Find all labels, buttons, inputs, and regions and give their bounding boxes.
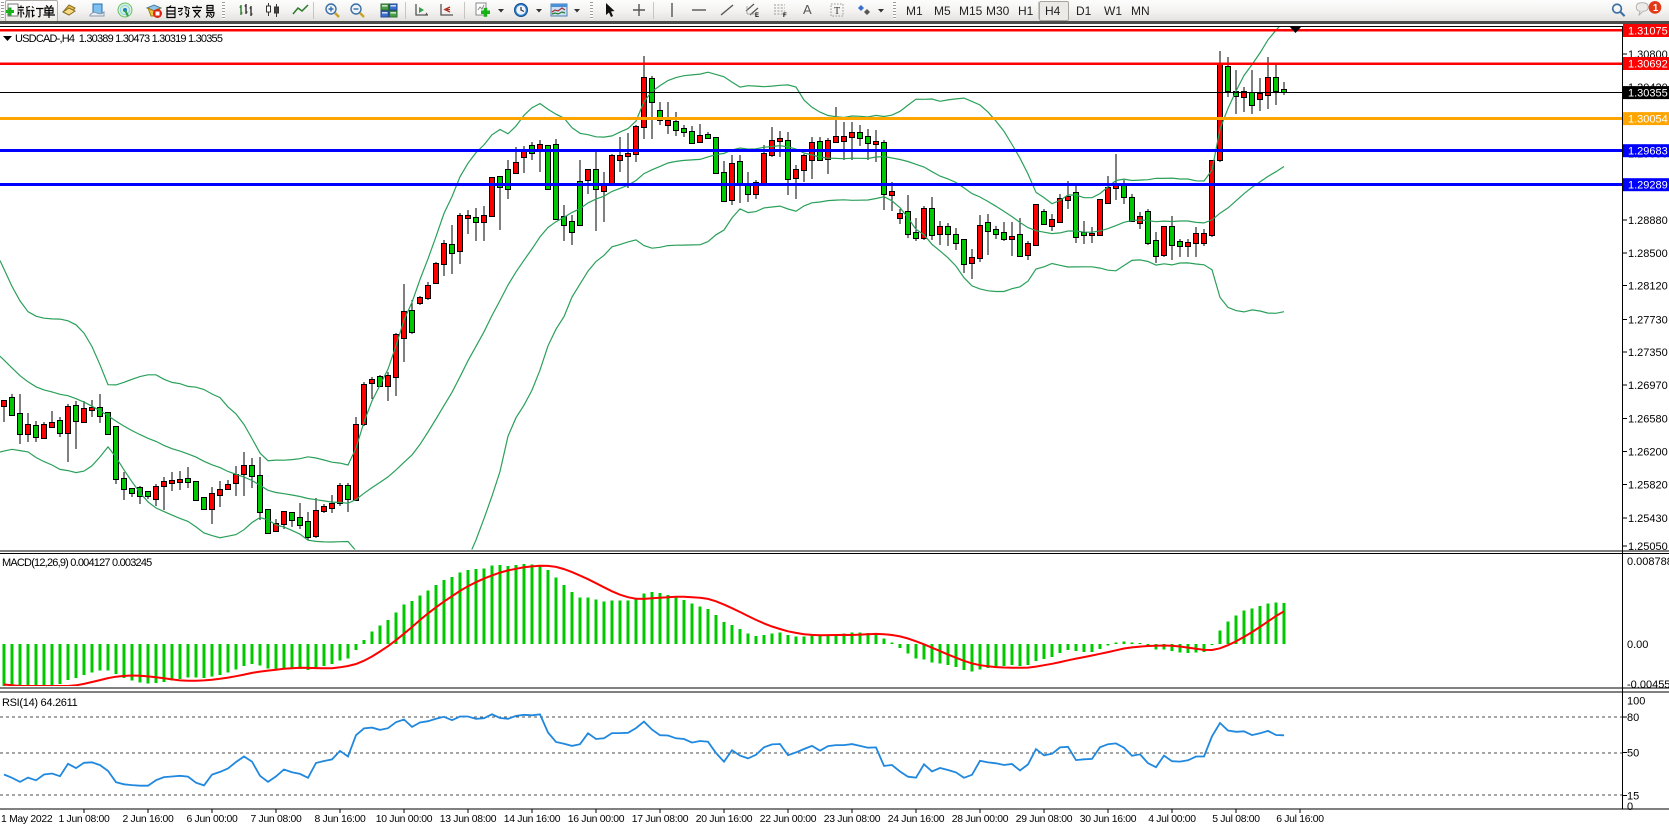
svg-text:1.31075: 1.31075 [1628, 26, 1668, 38]
svg-text:1.30692: 1.30692 [1628, 59, 1668, 71]
svg-text:22 Jun 00:00: 22 Jun 00:00 [760, 814, 817, 825]
svg-text:RSI(14) 64.2611: RSI(14) 64.2611 [2, 697, 78, 709]
svg-text:1.26200: 1.26200 [1628, 446, 1668, 458]
svg-text:1.30054: 1.30054 [1628, 114, 1668, 126]
svg-text:1: 1 [1653, 3, 1659, 14]
svg-text:23 Jun 08:00: 23 Jun 08:00 [824, 814, 881, 825]
svg-text:1.27730: 1.27730 [1628, 314, 1668, 326]
svg-text:1.29683: 1.29683 [1628, 146, 1668, 158]
svg-text:0.008788: 0.008788 [1627, 556, 1669, 568]
svg-text:5 Jul 08:00: 5 Jul 08:00 [1212, 814, 1260, 825]
svg-text:4 Jul 00:00: 4 Jul 00:00 [1148, 814, 1196, 825]
svg-text:13 Jun 08:00: 13 Jun 08:00 [440, 814, 497, 825]
svg-text:1.28880: 1.28880 [1628, 215, 1668, 227]
svg-text:1 Jun 08:00: 1 Jun 08:00 [58, 814, 110, 825]
svg-text:1.25430: 1.25430 [1628, 513, 1668, 525]
svg-text:17 Jun 08:00: 17 Jun 08:00 [632, 814, 689, 825]
svg-text:1.28500: 1.28500 [1628, 248, 1668, 260]
svg-text:29 Jun 08:00: 29 Jun 08:00 [1016, 814, 1073, 825]
svg-text:30 Jun 16:00: 30 Jun 16:00 [1080, 814, 1137, 825]
svg-text:24 Jun 16:00: 24 Jun 16:00 [888, 814, 945, 825]
svg-text:1.26970: 1.26970 [1628, 380, 1668, 392]
svg-text:0.00: 0.00 [1627, 639, 1648, 651]
svg-text:50: 50 [1627, 748, 1639, 760]
svg-text:6 Jun 00:00: 6 Jun 00:00 [186, 814, 238, 825]
svg-text:1.28120: 1.28120 [1628, 281, 1668, 293]
svg-text:16 Jun 00:00: 16 Jun 00:00 [568, 814, 625, 825]
svg-text:1.27350: 1.27350 [1628, 347, 1668, 359]
svg-text:1.25820: 1.25820 [1628, 479, 1668, 491]
svg-text:20 Jun 16:00: 20 Jun 16:00 [696, 814, 753, 825]
svg-text:T: T [834, 6, 840, 17]
svg-text:7 Jun 08:00: 7 Jun 08:00 [250, 814, 302, 825]
svg-text:10 Jun 00:00: 10 Jun 00:00 [376, 814, 433, 825]
svg-text:0: 0 [1627, 801, 1633, 813]
svg-text:-0.00455: -0.00455 [1627, 679, 1669, 691]
svg-text:15: 15 [1627, 791, 1639, 803]
svg-text:100: 100 [1627, 696, 1645, 708]
svg-text:1.26580: 1.26580 [1628, 414, 1668, 426]
svg-text:F: F [783, 13, 787, 19]
svg-text:14 Jun 16:00: 14 Jun 16:00 [504, 814, 561, 825]
svg-text:28 Jun 00:00: 28 Jun 00:00 [952, 814, 1009, 825]
svg-text:8 Jun 16:00: 8 Jun 16:00 [314, 814, 366, 825]
svg-text:USDCAD-,H4 1.30389 1.30473 1.: USDCAD-,H4 1.30389 1.30473 1.30319 1.303… [15, 33, 223, 45]
svg-text:2 Jun 16:00: 2 Jun 16:00 [122, 814, 174, 825]
svg-text:6 Jul 16:00: 6 Jul 16:00 [1276, 814, 1324, 825]
svg-text:1 May 2022: 1 May 2022 [1, 814, 53, 825]
svg-text:1.29289: 1.29289 [1628, 180, 1668, 192]
svg-text:80: 80 [1627, 712, 1639, 724]
svg-text:MACD(12,26,9) 0.004127 0.00324: MACD(12,26,9) 0.004127 0.003245 [2, 557, 152, 569]
svg-text:1.25050: 1.25050 [1628, 541, 1668, 553]
svg-text:E: E [755, 13, 759, 19]
svg-text:1.30355: 1.30355 [1628, 88, 1668, 100]
